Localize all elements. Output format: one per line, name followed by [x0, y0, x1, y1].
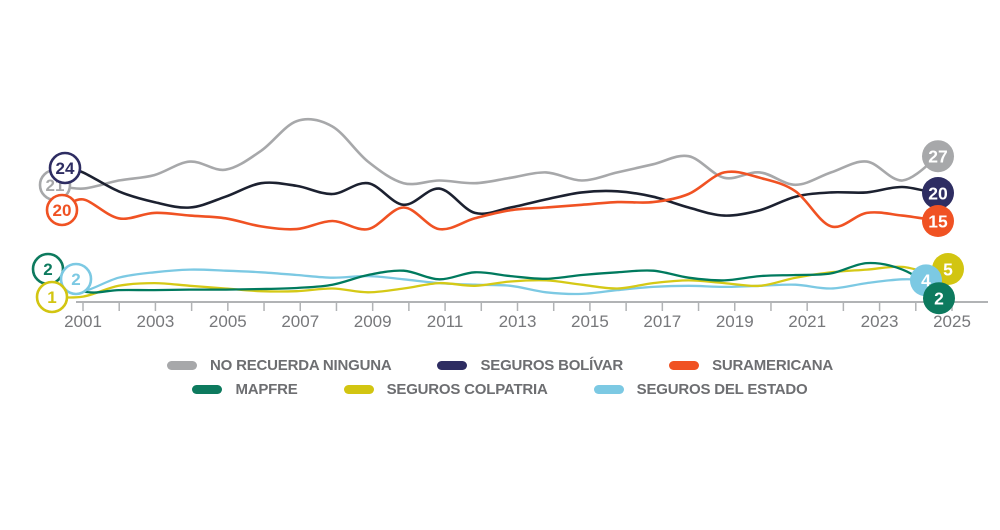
- x-axis-label: 2021: [788, 312, 826, 331]
- legend-row-1: NO RECUERDA NINGUNA SEGUROS BOLÍVAR SURA…: [167, 357, 833, 374]
- series-line-seguros-colpatria: [50, 265, 950, 299]
- x-axis-label: 2011: [427, 312, 464, 331]
- start-badge-value: 20: [53, 201, 72, 220]
- legend-swatch-gray: [167, 361, 197, 370]
- x-axis-label: 2005: [209, 312, 247, 331]
- legend-item-mapfre: MAPFRE: [192, 381, 298, 398]
- series-line-seguros-bolivar: [63, 166, 942, 217]
- series-line-suramericana: [60, 170, 942, 231]
- series-line-seguros-del-estado: [74, 268, 940, 296]
- x-axis-label: 2019: [716, 312, 754, 331]
- start-badge-value: 2: [71, 270, 80, 289]
- x-axis: 2001 2003 2005 2007 2009 2011 2013 2015 2017 2019…: [64, 301, 988, 331]
- start-badge-seguros-bolivar: 24: [48, 151, 82, 185]
- legend-item-seguros-del-estado: SEGUROS DEL ESTADO: [593, 381, 808, 398]
- x-axis-label: 2017: [643, 312, 681, 331]
- end-badge-value: 27: [928, 147, 947, 167]
- start-badge-seguros-del-estado: 2: [59, 262, 93, 296]
- x-axis-label: 2015: [571, 312, 609, 331]
- legend-label: NO RECUERDA NINGUNA: [210, 357, 392, 374]
- end-badge-circle: [922, 140, 954, 173]
- legend-item-suramericana: SURAMERICANA: [669, 357, 833, 374]
- legend-label: SEGUROS BOLÍVAR: [480, 357, 624, 374]
- end-badge-mapfre: 2: [923, 282, 955, 315]
- legend-label: SEGUROS COLPATRIA: [386, 381, 548, 398]
- start-badge-circle: [45, 193, 79, 227]
- x-axis-label: 2007: [281, 312, 319, 331]
- end-value-badges: 27 20 15 542: [910, 140, 964, 315]
- x-axis-label: 2023: [861, 312, 899, 331]
- legend-label: MAPFRE: [235, 381, 298, 398]
- end-badge-value: 2: [934, 289, 944, 309]
- legend-item-seguros-colpatria: SEGUROS COLPATRIA: [343, 381, 548, 398]
- x-axis-label: 2001: [64, 312, 102, 331]
- legend-item-seguros-bolivar: SEGUROS BOLÍVAR: [437, 357, 623, 374]
- legend-label: SURAMERICANA: [712, 357, 833, 374]
- x-axis-label: 2025: [933, 312, 971, 331]
- start-badge-mapfre: 2: [31, 252, 65, 286]
- start-badge-value: 24: [56, 159, 75, 178]
- x-axis-label: 2009: [354, 312, 392, 331]
- legend-label: SEGUROS DEL ESTADO: [636, 381, 808, 398]
- end-badge-circle: [922, 177, 954, 209]
- end-badge-value: 15: [928, 211, 948, 231]
- series-lines: [46, 117, 950, 300]
- end-badge-no-recuerda-ninguna: 27: [922, 140, 954, 173]
- series-line-no-recuerda-ninguna: [53, 117, 942, 190]
- start-badge-value: 1: [47, 288, 56, 307]
- start-badge-circle: [48, 151, 82, 185]
- chart-legend: NO RECUERDA NINGUNA SEGUROS BOLÍVAR SURA…: [0, 357, 1000, 398]
- end-badge-value: 4: [921, 271, 931, 291]
- series-line-mapfre: [46, 261, 943, 300]
- x-axis-label: 2003: [137, 312, 175, 331]
- legend-swatch-navy: [437, 361, 468, 370]
- end-badge-value: 20: [928, 183, 948, 203]
- legend-swatch-yellow: [343, 385, 374, 394]
- start-badge-suramericana: 20: [45, 193, 79, 227]
- legend-item-no-recuerda-ninguna: NO RECUERDA NINGUNA: [167, 357, 392, 374]
- legend-swatch-orange: [669, 361, 700, 370]
- end-badge-circle: [922, 205, 954, 237]
- start-badge-value: 2: [43, 260, 52, 279]
- legend-swatch-lightblue: [593, 385, 624, 394]
- legend-swatch-green: [192, 385, 223, 394]
- end-badge-value: 5: [943, 259, 953, 279]
- end-badge-circle: [923, 282, 955, 315]
- x-axis-label: 2013: [499, 312, 537, 331]
- start-badge-seguros-colpatria: 1: [35, 280, 69, 314]
- start-badge-circle: [59, 262, 93, 296]
- legend-row-2: MAPFRE SEGUROS COLPATRIA SEGUROS DEL EST…: [192, 381, 808, 398]
- start-badge-circle: [35, 280, 69, 314]
- end-badge-suramericana: 15: [922, 205, 954, 237]
- end-badge-seguros-bolivar: 20: [922, 177, 954, 209]
